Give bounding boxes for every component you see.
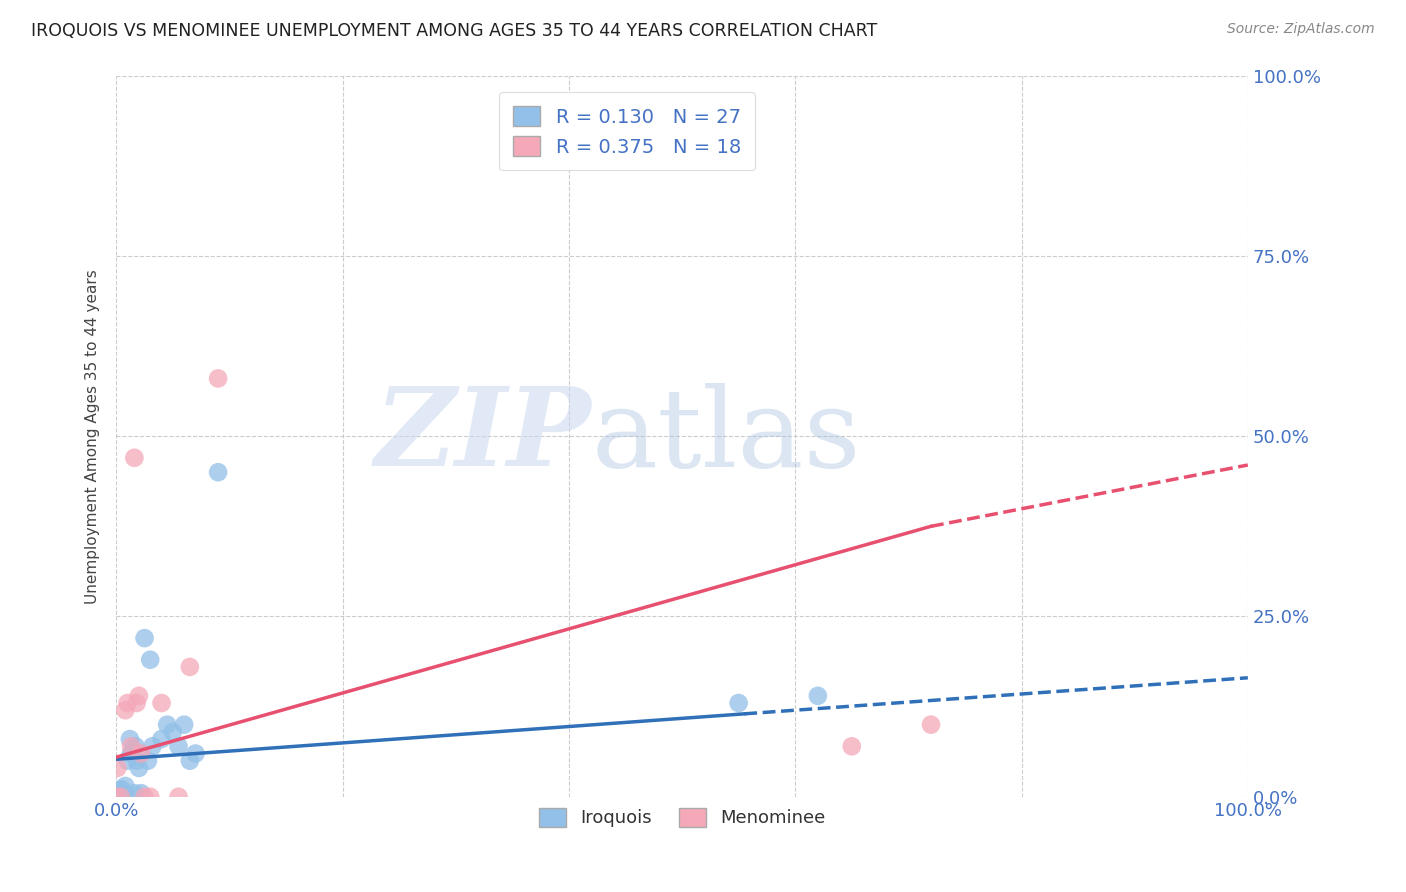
Point xyxy=(105,789,128,804)
Point xyxy=(108,782,131,797)
Point xyxy=(107,761,129,775)
Point xyxy=(111,782,134,797)
Point xyxy=(150,732,173,747)
Point xyxy=(207,371,229,385)
Text: ZIP: ZIP xyxy=(375,383,592,490)
Point xyxy=(118,732,141,747)
Point xyxy=(110,789,132,804)
Point xyxy=(124,739,146,754)
Point xyxy=(129,786,152,800)
Point xyxy=(120,747,142,761)
Point xyxy=(112,786,135,800)
Point xyxy=(105,789,128,804)
Point xyxy=(129,747,152,761)
Point xyxy=(727,696,749,710)
Point xyxy=(156,717,179,731)
Point xyxy=(141,739,163,754)
Point xyxy=(128,689,150,703)
Point xyxy=(167,789,190,804)
Point xyxy=(120,739,142,754)
Point xyxy=(179,660,201,674)
Point xyxy=(125,696,148,710)
Point xyxy=(139,789,162,804)
Text: atlas: atlas xyxy=(592,383,860,490)
Point xyxy=(117,696,139,710)
Point xyxy=(167,739,190,754)
Point xyxy=(920,717,942,731)
Point xyxy=(184,747,207,761)
Point xyxy=(124,786,146,800)
Point xyxy=(136,754,159,768)
Point xyxy=(134,631,156,645)
Point xyxy=(179,754,201,768)
Legend: Iroquois, Menominee: Iroquois, Menominee xyxy=(531,801,832,835)
Point xyxy=(139,653,162,667)
Point xyxy=(124,450,146,465)
Point xyxy=(162,724,184,739)
Text: Source: ZipAtlas.com: Source: ZipAtlas.com xyxy=(1227,22,1375,37)
Text: IROQUOIS VS MENOMINEE UNEMPLOYMENT AMONG AGES 35 TO 44 YEARS CORRELATION CHART: IROQUOIS VS MENOMINEE UNEMPLOYMENT AMONG… xyxy=(31,22,877,40)
Point xyxy=(807,689,830,703)
Point xyxy=(114,779,136,793)
Point xyxy=(134,789,156,804)
Point xyxy=(150,696,173,710)
Y-axis label: Unemployment Among Ages 35 to 44 years: Unemployment Among Ages 35 to 44 years xyxy=(86,268,100,604)
Point xyxy=(173,717,195,731)
Point xyxy=(117,754,139,768)
Point xyxy=(128,761,150,775)
Point xyxy=(841,739,863,754)
Point xyxy=(114,703,136,717)
Point xyxy=(125,754,148,768)
Point xyxy=(207,465,229,479)
Point xyxy=(122,743,145,757)
